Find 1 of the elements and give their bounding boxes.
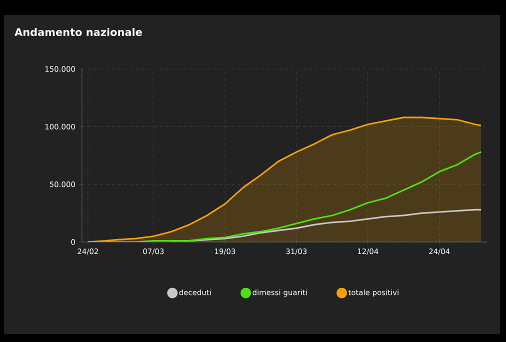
chart-title: Andamento nazionale — [14, 28, 142, 36]
